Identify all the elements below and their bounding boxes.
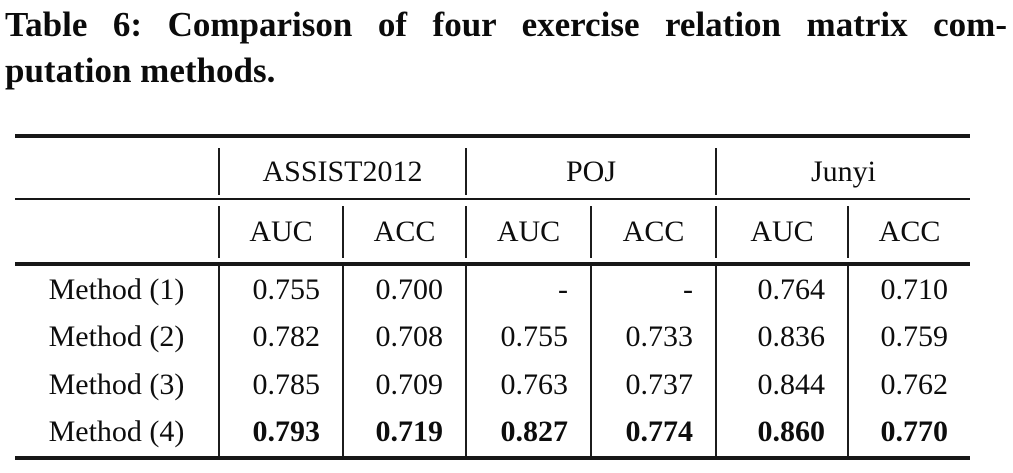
data-cell: -: [465, 266, 590, 314]
comparison-table: ASSIST2012 POJ Junyi AUC ACC AUC ACC AUC…: [15, 134, 970, 460]
table-caption: Table 6: Comparison of four exercise rel…: [5, 2, 1007, 94]
data-cell-best: 0.719: [342, 408, 465, 456]
metric-blank-cell: [15, 200, 218, 262]
data-cell-best: 0.827: [465, 408, 590, 456]
group-header-poj: POJ: [465, 148, 715, 195]
data-cell: 0.737: [590, 361, 715, 409]
metric-header-auc: AUC: [218, 206, 342, 258]
table-body: Method (1) 0.755 0.700 - - 0.764 0.710 M…: [15, 266, 970, 456]
caption-line-1: Table 6: Comparison of four exercise rel…: [5, 5, 1007, 44]
row-label: Method (3): [48, 367, 185, 401]
header-divider-rule: [15, 198, 970, 200]
corner-blank-cell: [15, 138, 218, 198]
body-divider-rule: [15, 262, 970, 266]
group-header-junyi: Junyi: [715, 148, 970, 195]
caption-line-2: putation methods.: [5, 51, 276, 90]
bottom-rule: [15, 456, 970, 460]
data-cell: 0.708: [342, 313, 465, 361]
row-label: Method (1): [48, 272, 185, 306]
metric-header-row: AUC ACC AUC ACC AUC ACC: [15, 200, 970, 262]
data-cell: 0.762: [847, 361, 970, 409]
top-rule: [15, 134, 970, 138]
data-cell-best: 0.770: [847, 408, 970, 456]
data-cell: -: [590, 266, 715, 314]
data-cell: 0.764: [715, 266, 847, 314]
data-cell-best: 0.793: [218, 408, 342, 456]
data-cell: 0.763: [465, 361, 590, 409]
data-cell: 0.710: [847, 266, 970, 314]
group-header-assist2012: ASSIST2012: [218, 148, 465, 195]
metric-header-acc: ACC: [342, 206, 465, 258]
data-cell: 0.759: [847, 313, 970, 361]
metric-header-acc: ACC: [590, 206, 715, 258]
data-cell: 0.785: [218, 361, 342, 409]
data-cell-best: 0.774: [590, 408, 715, 456]
data-cell: 0.700: [342, 266, 465, 314]
data-cell: 0.755: [218, 266, 342, 314]
data-cell-best: 0.860: [715, 408, 847, 456]
metric-header-acc: ACC: [847, 206, 970, 258]
data-cell: 0.836: [715, 313, 847, 361]
data-cell: 0.733: [590, 313, 715, 361]
row-label: Method (2): [48, 320, 185, 354]
data-cell: 0.782: [218, 313, 342, 361]
row-label: Method (4): [48, 415, 185, 449]
group-header-row: ASSIST2012 POJ Junyi: [15, 138, 970, 198]
data-cell: 0.755: [465, 313, 590, 361]
data-cell: 0.709: [342, 361, 465, 409]
metric-header-auc: AUC: [465, 206, 590, 258]
data-cell: 0.844: [715, 361, 847, 409]
metric-header-auc: AUC: [715, 206, 847, 258]
